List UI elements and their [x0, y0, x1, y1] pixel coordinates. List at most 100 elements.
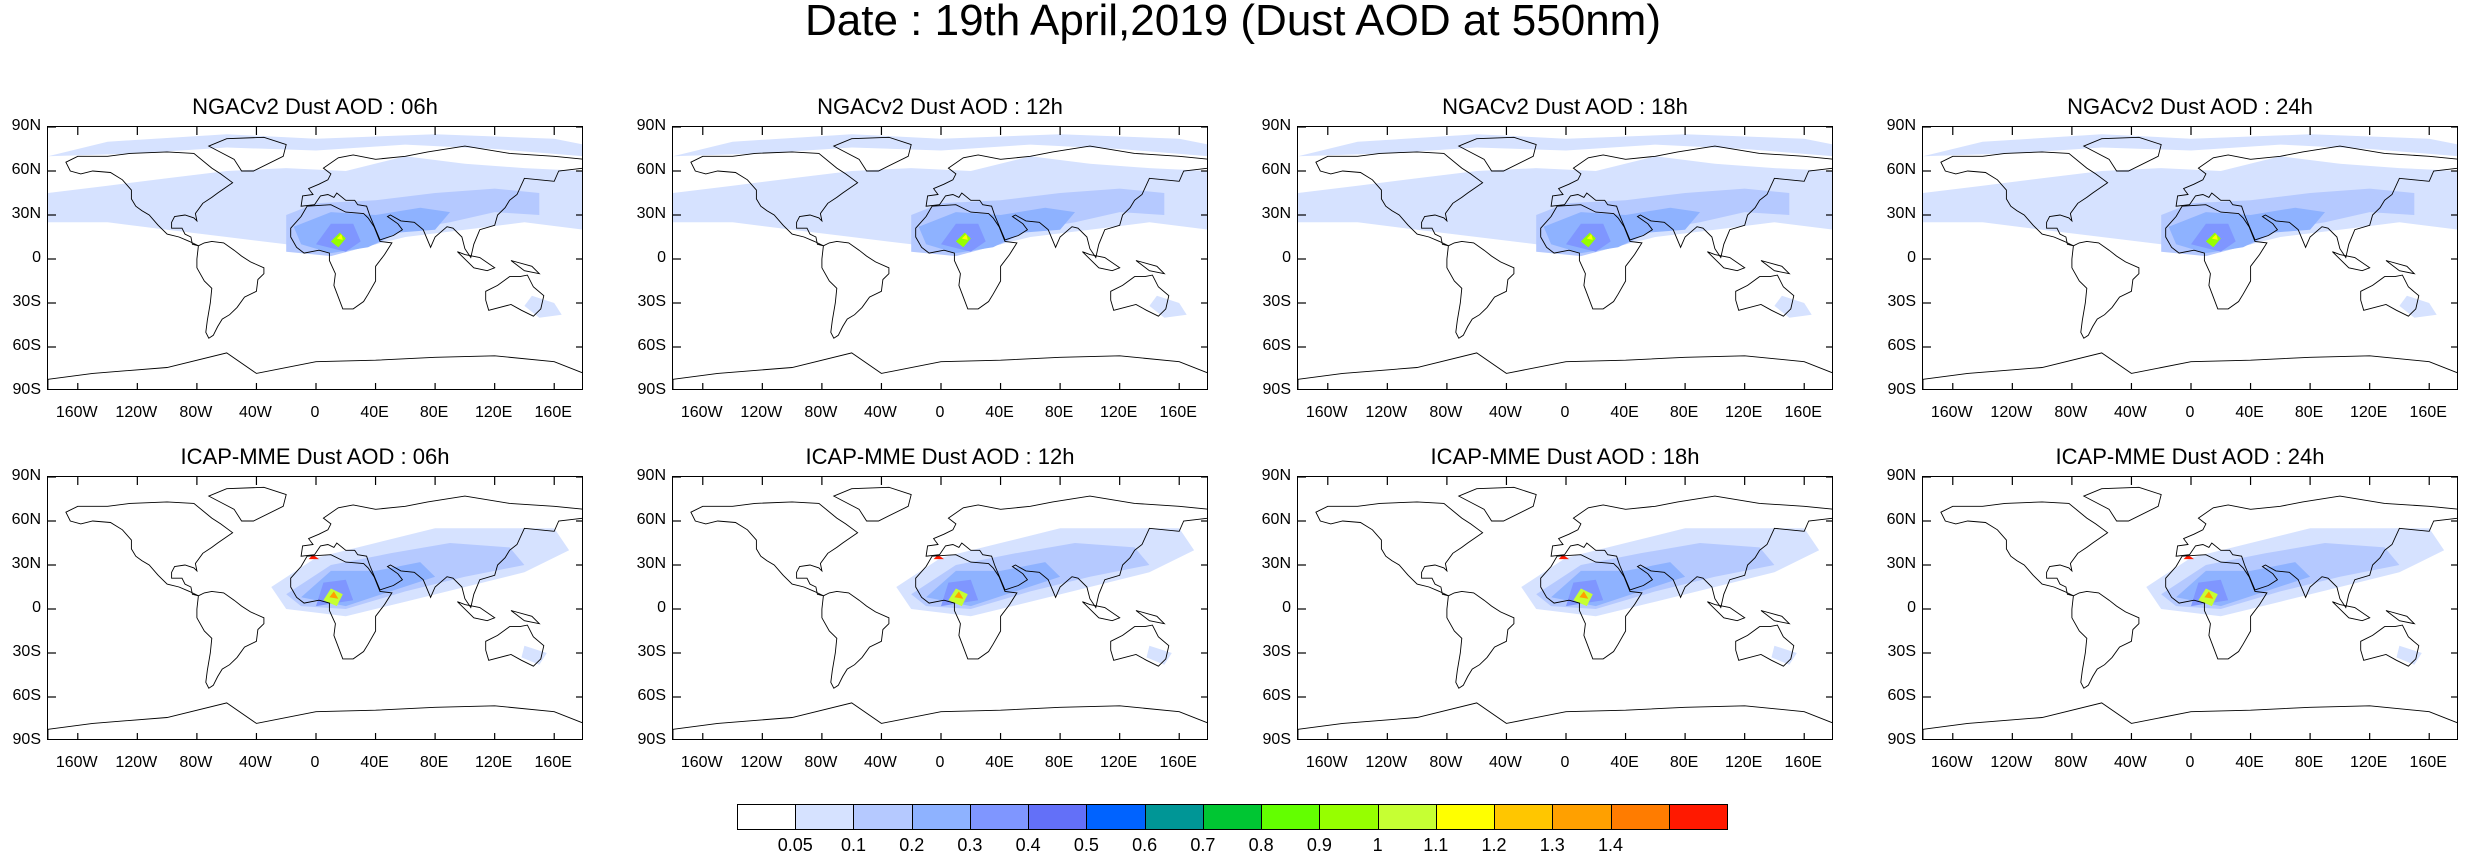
lat-label: 90N	[636, 117, 666, 134]
map-svg	[48, 477, 582, 739]
aod-field-area	[673, 134, 1207, 157]
coastline	[2385, 260, 2416, 275]
map-svg	[1923, 477, 2457, 739]
lat-label: 60N	[636, 161, 666, 178]
coastline	[1298, 352, 1832, 389]
coastline	[2165, 204, 2268, 310]
lat-label: 60N	[1261, 161, 1291, 178]
colorbar-label: 0.4	[1015, 835, 1041, 855]
lon-label: 80E	[419, 404, 449, 421]
lat-label: 60N	[1261, 511, 1291, 528]
figure-title: Date : 19th April,2019 (Dust AOD at 550n…	[804, 0, 1661, 45]
lon-label: 0	[310, 754, 320, 771]
map-svg	[1298, 477, 1832, 739]
lon-label: 160E	[1784, 754, 1822, 771]
lon-label: 120E	[2349, 404, 2388, 421]
lat-label: 30S	[1262, 293, 1291, 310]
colorbar-label: 1	[1372, 835, 1383, 855]
panel-title: NGACv2 Dust AOD : 24h	[2067, 94, 2313, 119]
lat-label: 30S	[637, 293, 666, 310]
coastline	[673, 702, 1207, 739]
coastline	[290, 554, 393, 660]
lat-label: 60N	[11, 511, 41, 528]
lon-label: 160W	[1305, 404, 1348, 421]
lat-label: 60S	[12, 687, 41, 704]
lon-label: 40E	[360, 404, 389, 421]
lon-label: 0	[1560, 754, 1570, 771]
colorbar-box	[1028, 804, 1088, 830]
lon-label: 40E	[1610, 754, 1639, 771]
map-panel	[47, 126, 583, 390]
coastline	[207, 136, 287, 172]
coastline	[1135, 610, 1166, 625]
lat-label: 0	[1282, 599, 1291, 616]
lon-label: 40W	[2113, 754, 2147, 771]
lon-label: 80E	[2294, 754, 2324, 771]
map-panel	[672, 476, 1208, 740]
lon-label: 120W	[1990, 754, 2033, 771]
colorbar-label: 0.6	[1132, 835, 1158, 855]
lat-label: 90S	[12, 731, 41, 748]
lat-label: 60N	[636, 511, 666, 528]
coastline	[485, 624, 545, 667]
coastline	[510, 260, 541, 275]
coastline	[1707, 251, 1746, 272]
lat-label: 60N	[1886, 511, 1916, 528]
aod-field-area	[2396, 645, 2422, 665]
panel-title: NGACv2 Dust AOD : 12h	[817, 94, 1063, 119]
lon-label: 160W	[1305, 754, 1348, 771]
aod-field-area	[1580, 232, 1596, 248]
lat-label: 90N	[1261, 467, 1291, 484]
map-svg	[48, 127, 582, 389]
coastline	[1940, 151, 2109, 247]
lat-label: 30N	[636, 205, 666, 222]
lon-label: 80W	[804, 754, 838, 771]
lat-label: 90N	[1261, 117, 1291, 134]
lon-label: 160E	[1784, 404, 1822, 421]
aod-field-area	[1558, 554, 1569, 560]
coastline	[1923, 352, 2457, 389]
lat-label: 60S	[1887, 337, 1916, 354]
lon-label: 40W	[863, 754, 897, 771]
coastline	[1540, 554, 1643, 660]
lat-label: 60S	[12, 337, 41, 354]
coastline	[1760, 260, 1791, 275]
map-panel	[1297, 476, 1833, 740]
lat-label: 30N	[11, 555, 41, 572]
lon-label: 160W	[55, 404, 98, 421]
map-svg	[1298, 127, 1832, 389]
lat-label: 60S	[1262, 687, 1291, 704]
map-svg	[673, 127, 1207, 389]
lat-label: 30N	[1886, 555, 1916, 572]
coastline	[1540, 204, 1643, 310]
colorbar-box	[1319, 804, 1379, 830]
lat-label: 90N	[1886, 117, 1916, 134]
lat-label: 0	[1907, 599, 1916, 616]
lon-label: 0	[1560, 404, 1570, 421]
coastline	[1315, 501, 1484, 597]
colorbar-label: 0.5	[1073, 835, 1099, 855]
lat-label: 90S	[12, 381, 41, 398]
coastline	[821, 240, 890, 339]
lat-label: 30S	[12, 643, 41, 660]
colorbar-box	[1494, 804, 1554, 830]
coastline	[1457, 486, 1537, 522]
coastline	[2071, 590, 2140, 689]
coastline	[1923, 702, 2457, 739]
lat-label: 60N	[1886, 161, 1916, 178]
lon-label: 120E	[1724, 404, 1763, 421]
aod-field-area	[954, 591, 964, 599]
lon-label: 80E	[1044, 404, 1074, 421]
lon-label: 120W	[115, 404, 158, 421]
lon-label: 160E	[2409, 754, 2447, 771]
coastline	[65, 151, 234, 247]
colorbar-box	[1202, 804, 1263, 830]
map-panel	[47, 476, 583, 740]
lon-label: 0	[935, 754, 945, 771]
lat-label: 90S	[1262, 381, 1291, 398]
lon-label: 40W	[238, 404, 272, 421]
map-svg	[1923, 127, 2457, 389]
lon-label: 120E	[1099, 404, 1138, 421]
lon-label: 80W	[804, 404, 838, 421]
aod-field-area	[1586, 234, 1593, 240]
